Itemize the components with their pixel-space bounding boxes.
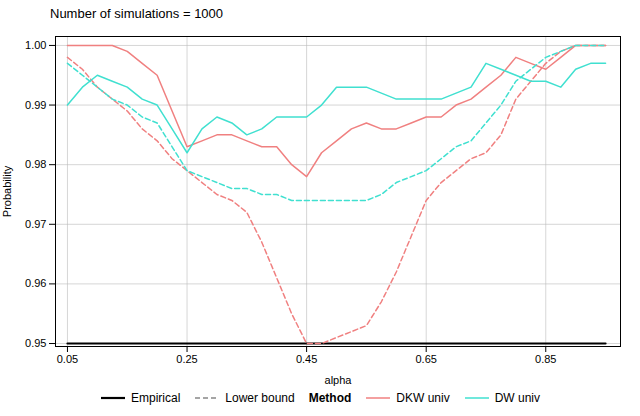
svg-text:alpha: alpha	[325, 374, 353, 386]
html-text:DKW univ: DKW univ	[396, 391, 450, 405]
svg-text:0.05: 0.05	[57, 353, 78, 365]
svg-text:0.85: 0.85	[535, 353, 556, 365]
html-text:Empirical: Empirical	[131, 391, 181, 405]
html-text:Method: Method	[308, 391, 352, 405]
svg-text:0.96: 0.96	[25, 277, 46, 289]
svg-text:1.00: 1.00	[25, 39, 46, 51]
html-text:Lower bound: Lower bound	[225, 391, 295, 405]
svg-text:0.99: 0.99	[25, 99, 46, 111]
svg-text:0.95: 0.95	[25, 337, 46, 349]
svg-text:0.25: 0.25	[176, 353, 197, 365]
svg-text:0.65: 0.65	[415, 353, 436, 365]
svg-text:0.98: 0.98	[25, 158, 46, 170]
svg-text:0.97: 0.97	[25, 218, 46, 230]
html-text:Number of simulations = 1000: Number of simulations = 1000	[50, 6, 224, 21]
svg-text:Probability: Probability	[1, 165, 13, 217]
svg-text:0.45: 0.45	[296, 353, 317, 365]
html-text:DW univ: DW univ	[494, 391, 540, 405]
